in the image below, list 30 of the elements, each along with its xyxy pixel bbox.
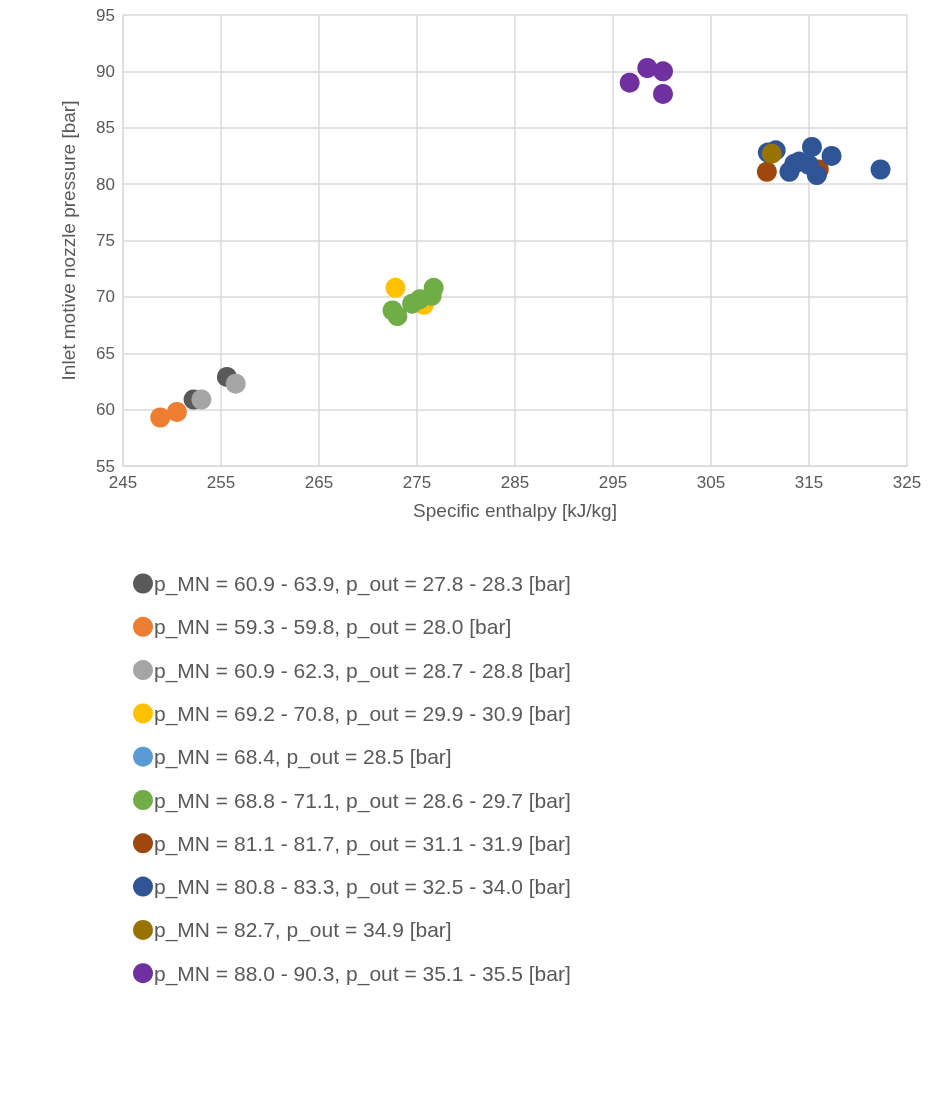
x-tick-label: 245 [108, 473, 138, 492]
legend-label: p_MN = 59.3 - 59.8, p_out = 28.0 [bar] [154, 615, 512, 640]
y-tick-label: 65 [96, 343, 115, 363]
legend-label: p_MN = 81.1 - 81.7, p_out = 31.1 - 31.9 [bar] [154, 831, 571, 856]
y-tick-label: 70 [96, 287, 115, 307]
legend-label: p_MN = 68.4, p_out = 28.5 [bar] [154, 745, 452, 770]
y-tick-label: 95 [96, 5, 115, 25]
x-tick-label: 305 [696, 473, 726, 492]
legend-label: p_MN = 60.9 - 63.9, p_out = 27.8 - 28.3 [bar] [154, 572, 571, 596]
x-tick-label: 295 [598, 473, 628, 492]
y-tick-label: 75 [96, 231, 115, 250]
y-tick-label: 90 [96, 61, 115, 81]
x-tick-label: 275 [402, 473, 432, 492]
x-tick-label: 315 [794, 473, 824, 492]
x-tick-label: 265 [304, 473, 334, 492]
legend-label: p_MN = 68.8 - 71.1, p_out = 28.6 - 29.7 [bar] [154, 788, 571, 813]
x-tick-label: 325 [892, 473, 922, 492]
legend-label: p_MN = 82.7, p_out = 34.9 [bar] [154, 918, 452, 943]
legend-label: p_MN = 60.9 - 62.3, p_out = 28.7 - 28.8 [bar] [154, 658, 571, 683]
y-tick-label: 55 [96, 456, 115, 476]
legend-label: p_MN = 80.8 - 83.3, p_out = 32.5 - 34.0 [bar] [154, 875, 571, 900]
y-tick-label: 85 [96, 118, 115, 138]
legend-label: p_MN = 88.0 - 90.3, p_out = 35.1 - 35.5 [bar] [154, 961, 571, 986]
legend-label: p_MN = 69.2 - 70.8, p_out = 29.9 - 30.9 [bar] [154, 701, 571, 726]
x-tick-label: 255 [206, 473, 236, 492]
y-tick-label: 60 [96, 400, 115, 420]
x-axis-title: Specific enthalpy [kJ/kg] [413, 500, 617, 521]
y-tick-label: 80 [96, 174, 115, 194]
x-tick-label: 285 [500, 473, 530, 492]
y-axis-title: Inlet motive nozzle pressure [bar] [58, 100, 79, 381]
